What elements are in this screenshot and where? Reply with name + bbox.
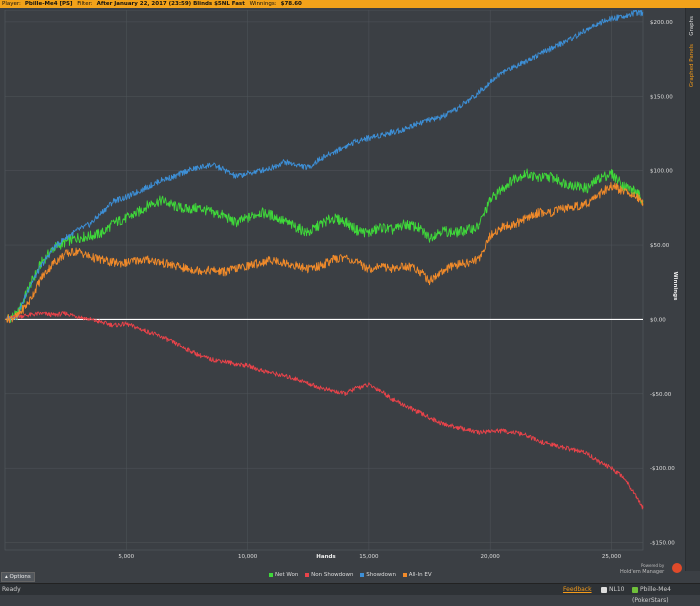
legend-swatch-showdown: [360, 572, 365, 577]
y-axis-label: Winnings: [672, 272, 678, 302]
winnings-value: $78.60: [280, 1, 302, 7]
series-non-showdown: [4, 311, 644, 510]
options-bar: ▴ Options: [0, 571, 700, 582]
player-icon: [632, 586, 638, 593]
legend-swatch-net-won: [269, 572, 273, 577]
x-tick-label: 10,000: [238, 554, 258, 560]
legend-net-won[interactable]: Net Won: [275, 572, 299, 578]
active-player-indicator[interactable]: Pbille-Me4 (PokerStars): [632, 584, 700, 606]
player-label: Player:: [2, 1, 21, 7]
winnings-graph[interactable]: 5,000 10,000 15,000 20,000 25,000 $200.00 $15…: [0, 9, 685, 573]
x-tick-label: 25,000: [602, 554, 622, 560]
hm-logo-icon: [672, 563, 682, 573]
y-axis-ticks: $200.00 $150.00 $100.00 $50.00 $0.00 -$50.00 -…: [650, 20, 675, 547]
side-tab-strip: Graphs Graphed Panels: [685, 8, 700, 573]
grid-lines: [4, 9, 644, 551]
filter-value[interactable]: After January 22, 2017 (23:59) Blinds $5…: [96, 1, 245, 7]
options-label: Options: [9, 574, 31, 580]
y-tick-label: -$50.00: [650, 392, 672, 398]
legend-all-in-ev[interactable]: All-In EV: [408, 572, 432, 578]
status-ready: Ready: [2, 586, 21, 593]
database-name: NL10: [609, 586, 625, 593]
database-icon: [601, 586, 607, 593]
x-tick-label: 20,000: [481, 554, 501, 560]
hm-branding: Powered by Hold'em Manager: [620, 563, 682, 575]
y-tick-label: $100.00: [650, 169, 673, 175]
status-bar: Ready Feedback NL10 Pbille-Me4 (PokerSta…: [0, 583, 700, 604]
y-tick-label: $150.00: [650, 94, 673, 100]
filter-bar: Player: Pbille-Me4 [PS] Filter: After Janu…: [0, 0, 700, 8]
chart-background: [0, 10, 685, 573]
plot-frame: [4, 9, 644, 551]
database-indicator[interactable]: NL10: [601, 584, 624, 595]
series-net-won: [4, 168, 644, 323]
y-tick-label: $50.00: [650, 243, 670, 249]
filter-label: Filter:: [77, 1, 93, 7]
legend-swatch-all-in-ev: [402, 572, 407, 577]
product-name: Hold'em Manager: [620, 569, 665, 575]
legend-swatch-non-showdown: [305, 572, 310, 577]
chart-svg[interactable]: 5,000 10,000 15,000 20,000 25,000 $200.00 $15…: [0, 9, 685, 573]
tab-graphed-panels[interactable]: Graphed Panels: [689, 44, 695, 88]
series-showdown: [4, 9, 644, 322]
chart-legend: Net Won Non Showdown Showdown All-In EV: [264, 571, 432, 579]
legend-showdown[interactable]: Showdown: [366, 572, 396, 578]
feedback-link[interactable]: Feedback: [563, 586, 592, 593]
x-axis-ticks: 5,000 10,000 15,000 20,000 25,000: [118, 554, 621, 560]
winnings-label: Winnings:: [249, 1, 277, 7]
legend-non-showdown[interactable]: Non Showdown: [311, 572, 354, 578]
series-all-in-ev: [4, 182, 644, 324]
powered-by-text: Powered by: [641, 563, 665, 568]
tab-graphs[interactable]: Graphs: [689, 16, 695, 36]
series-lines: [4, 9, 644, 510]
x-axis-label: Hands: [316, 554, 336, 560]
y-tick-label: -$100.00: [650, 466, 675, 472]
y-tick-label: $200.00: [650, 20, 673, 26]
y-tick-label: -$150.00: [650, 541, 675, 547]
x-tick-label: 5,000: [118, 554, 134, 560]
y-tick-label: $0.00: [650, 317, 666, 323]
player-value[interactable]: Pbille-Me4 [PS]: [24, 1, 73, 7]
options-button[interactable]: ▴ Options: [1, 572, 35, 582]
x-tick-label: 15,000: [359, 554, 379, 560]
